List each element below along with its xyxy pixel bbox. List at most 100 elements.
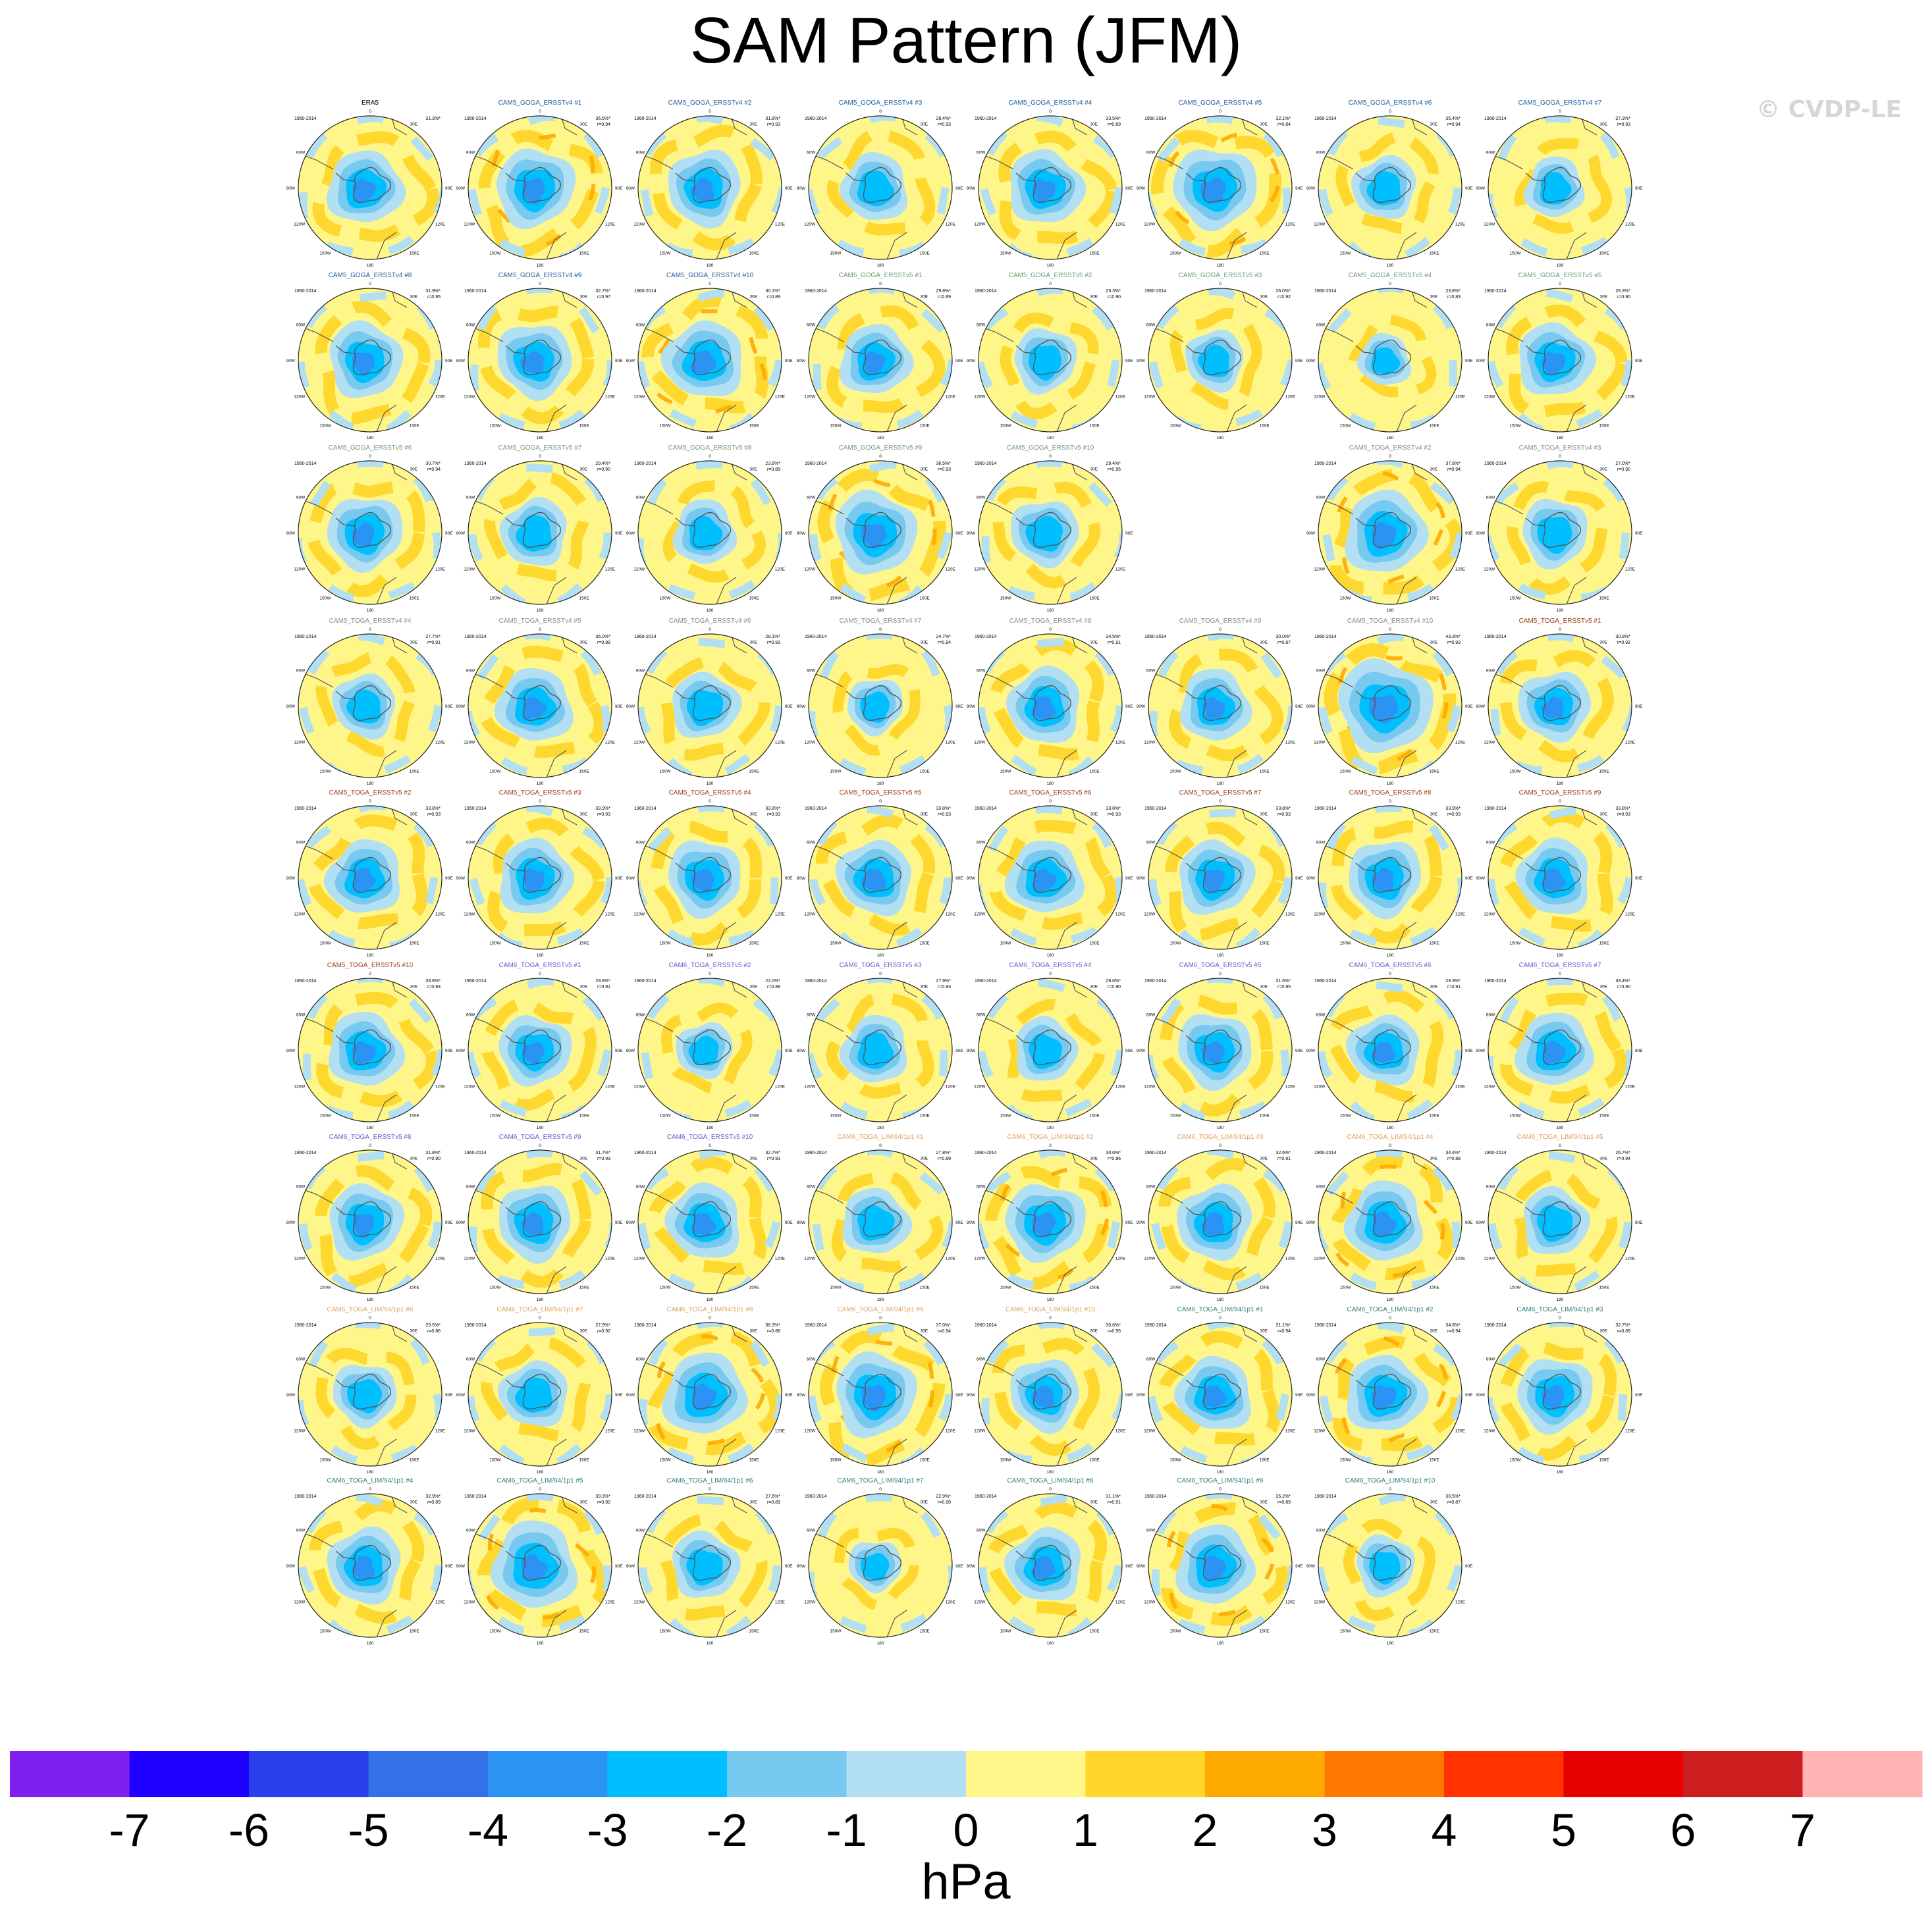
panel-period: 1960-2014 [1144,117,1167,121]
longitude-label: 150E [579,1286,590,1290]
longitude-label: 90W [1137,876,1146,881]
panel-title: CAM6_TOGA_LIM/94/1p1 #6 [327,1306,414,1313]
longitude-label: 30E [1430,1156,1438,1161]
longitude-label: 150E [579,1629,590,1634]
longitude-label: 150E [1090,596,1100,601]
peninsula-coastline [675,1550,695,1560]
longitude-label: 60W [1146,841,1156,845]
longitude-label: 180 [1217,1126,1224,1130]
antarctica-coastline [352,167,392,203]
longitude-label: 30E [750,467,758,471]
longitude-label: 150W [660,1458,672,1463]
panel-title: CAM6_TOGA_LIM/94/1p1 #5 [497,1477,583,1485]
longitude-label: 150E [749,1114,760,1118]
longitude-label: 120E [1625,1257,1636,1261]
antarctica-coastline [352,856,392,893]
africa-coastline [560,1150,577,1170]
longitude-label: 150W [320,251,332,256]
peninsula-coastline [1355,1550,1375,1560]
peninsula-coastline [1015,1035,1035,1044]
positive-ring [479,645,606,758]
new-zealand-coastline [886,404,907,432]
negative-level-4 [1031,1556,1056,1579]
new-zealand-coastline [1396,232,1417,259]
peninsula-coastline [1355,345,1375,354]
longitude-label: 30E [921,640,928,644]
positive-ring [826,991,934,1099]
peninsula-coastline [1525,1379,1545,1388]
negative-outer-patch [1488,806,1632,949]
longitude-label: 120W [804,1429,816,1434]
antarctica-coastline [1372,1373,1412,1410]
longitude-label: 90W [1476,1393,1486,1398]
negative-outer-patch [813,288,952,431]
panel-pattern-correlation: r=0.92 [597,1500,610,1505]
longitude-label: 120W [974,223,986,227]
longitude-label: 30E [750,1500,758,1504]
positive-ring [316,991,439,1108]
panel-border [1148,115,1293,260]
panel-title: CAM6_TOGA_LIM/94/1p1 #10 [1006,1306,1096,1313]
negative-outer-patch [638,461,782,603]
panel-period: 1960-2014 [294,117,317,121]
antarctica-coastline [863,1373,902,1410]
new-zealand-coastline [1056,577,1077,604]
longitude-label: 90E [1295,876,1303,881]
panel-period: 1960-2014 [805,461,827,466]
panel-pattern-correlation: r=0.93 [1617,122,1630,127]
longitude-label: 90W [286,186,296,191]
panel-variance: 34.4%* [1445,1151,1461,1155]
panel-border [298,978,443,1122]
longitude-label: 120E [1285,1600,1296,1605]
panel-pattern-correlation: r=0.93 [938,985,951,989]
longitude-label: 150E [1090,424,1100,429]
peninsula-coastline [505,1035,525,1044]
panel-title: CAM6_TOGA_ERSSTv5 #2 [669,962,751,969]
longitude-label: 90W [1476,704,1486,709]
panel-period: 1960-2014 [1314,635,1337,639]
antarctica-coastline [692,1373,732,1410]
longitude-label: 90E [1125,704,1133,709]
new-zealand-coastline [716,404,737,432]
longitude-label: 30E [921,1156,928,1161]
new-zealand-coastline [1566,404,1587,432]
longitude-label: 120W [1144,741,1156,745]
longitude-label: 30E [1600,1156,1608,1161]
longitude-label: 90E [955,1221,963,1225]
longitude-label: 60W [296,1185,306,1190]
longitude-label: 60W [636,841,645,845]
longitude-label: 150W [1510,596,1522,601]
longitude-label: 90W [797,359,806,363]
colorbar-swatch [1085,1751,1206,1797]
longitude-label: 120E [946,741,956,745]
panel-border [1318,1322,1462,1467]
peninsula-coastline [675,517,695,527]
longitude-label: 120W [1484,567,1495,572]
new-zealand-coastline [1226,922,1247,949]
longitude-label: 0 [369,627,371,632]
longitude-label: 150E [1260,1629,1270,1634]
longitude-label: 30E [580,1156,588,1161]
panel-pattern-correlation: r=0.90 [1617,467,1630,472]
longitude-label: 150E [1599,941,1610,946]
longitude-label: 180 [707,608,714,613]
panel-variance: 36.3%* [765,1323,780,1328]
longitude-label: 0 [539,454,541,459]
longitude-label: 120E [1455,912,1466,917]
peninsula-coastline [1355,862,1375,872]
panel-variance: 27.3%* [1615,117,1630,121]
negative-level-4 [1371,1041,1395,1063]
panel-title: CAM6_TOGA_LIM/94/1p1 #5 [1517,1134,1603,1141]
longitude-label: 90E [1125,1564,1133,1569]
longitude-label: 60W [1486,151,1495,155]
panel-period: 1960-2014 [1144,635,1167,639]
longitude-label: 120W [1144,1600,1156,1605]
negative-outer-patch [809,461,952,604]
longitude-label: 60W [636,1529,645,1533]
